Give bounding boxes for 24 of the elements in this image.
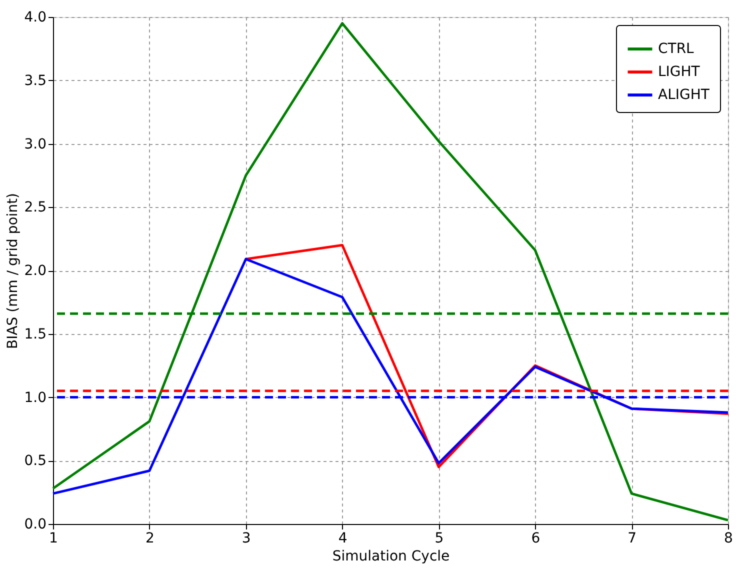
y-tick-label: 3.0 <box>24 136 46 152</box>
y-tick-label: 2.5 <box>24 200 46 216</box>
x-tick-label: 5 <box>434 530 444 546</box>
x-tick-label: 8 <box>724 530 733 546</box>
y-axis-title: BIAS (mm / grid point) <box>5 192 22 350</box>
x-tick-label: 7 <box>628 530 637 546</box>
legend-label: CTRL <box>658 41 694 57</box>
y-tick-label: 3.5 <box>24 72 46 89</box>
y-tick-label: 0.5 <box>24 453 46 470</box>
y-tick-label: 0.0 <box>24 516 46 532</box>
x-tick-label: 6 <box>531 530 540 546</box>
line-series <box>52 258 730 495</box>
line-series <box>52 22 730 522</box>
legend-label: ALIGHT <box>658 87 710 103</box>
x-tick-label: 3 <box>242 530 251 546</box>
y-tick-label: 4.0 <box>24 10 46 26</box>
x-tick-label: 4 <box>338 530 348 546</box>
x-axis-title: Simulation Cycle <box>332 548 450 564</box>
y-tick-label: 1.5 <box>24 326 46 342</box>
legend-label: LIGHT <box>658 64 700 80</box>
x-tick-label: 1 <box>49 530 58 546</box>
x-tick-label: 2 <box>145 530 154 546</box>
y-tick-label: 2.0 <box>24 263 46 279</box>
y-tick-label: 1.0 <box>24 390 46 406</box>
